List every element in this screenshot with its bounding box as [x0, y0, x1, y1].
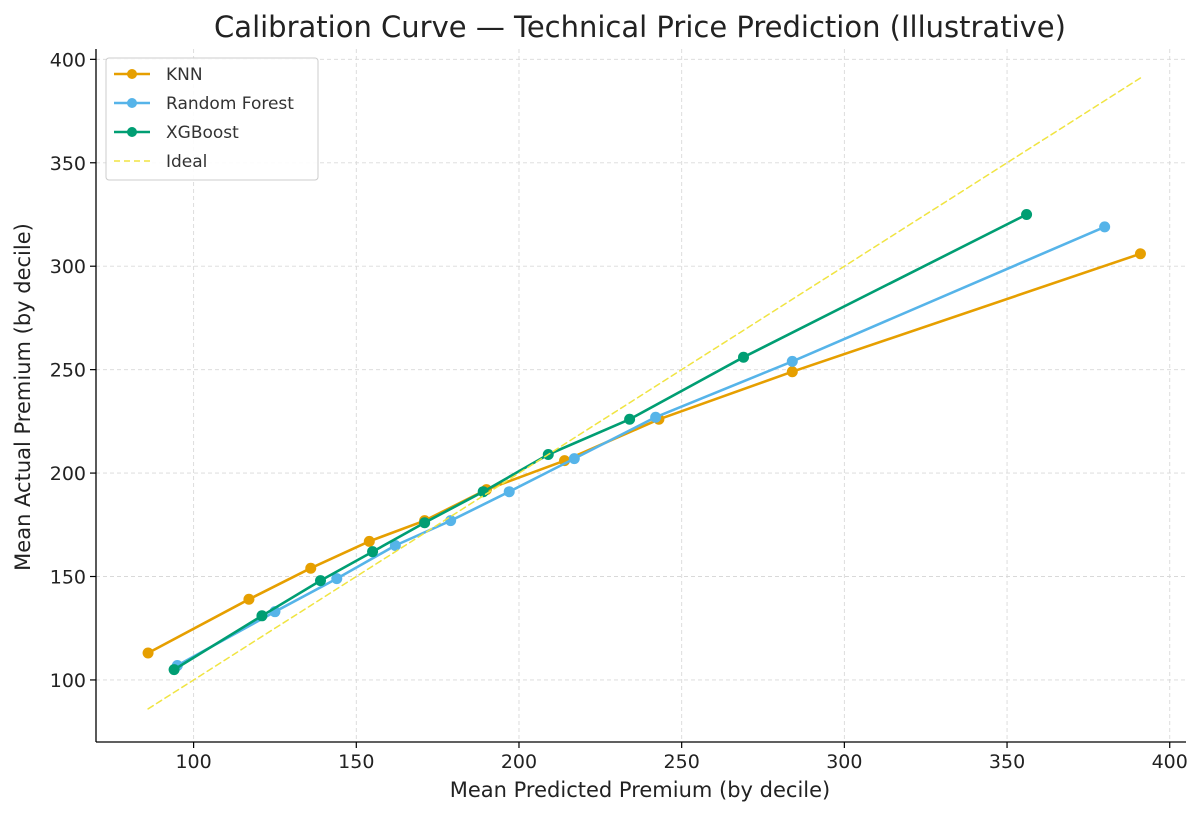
y-tick-label: 100 [50, 670, 86, 692]
x-tick-label: 100 [175, 751, 211, 773]
legend-frame [105, 57, 319, 181]
knn-point [1134, 248, 1146, 260]
knn-point [305, 562, 317, 574]
series-xgboost [168, 208, 1033, 676]
y-tick-label: 400 [50, 49, 86, 71]
legend-item-ideal: Ideal [114, 152, 207, 172]
legend-marker-knn [127, 69, 137, 79]
random-forest-point [389, 539, 401, 551]
random-forest-line [176, 225, 1106, 667]
knn-line [146, 252, 1142, 655]
y-axis-title: Mean Actual Premium (by decile) [11, 223, 35, 571]
legend-label-xgboost: XGBoost [166, 123, 239, 143]
series-random-forest [171, 221, 1111, 671]
knn-point [363, 535, 375, 547]
series-ideal [147, 77, 1142, 710]
random-forest-point [1099, 221, 1111, 233]
legend-label-random-forest: Random Forest [166, 94, 294, 114]
random-forest-point [568, 453, 580, 465]
legend: KNN Random Forest XGBoost Ideal [105, 57, 319, 181]
xgboost-line [172, 213, 1028, 671]
knn-point [243, 593, 255, 605]
legend-marker-xgboost [127, 127, 137, 137]
random-forest-point [445, 515, 457, 527]
random-forest-point [503, 486, 515, 498]
y-tick-label: 300 [50, 256, 86, 278]
legend-item-random-forest: Random Forest [114, 94, 294, 114]
y-tick-label: 250 [50, 360, 86, 382]
random-forest-point [650, 411, 662, 423]
x-axis-title: Mean Predicted Premium (by decile) [450, 778, 830, 802]
x-tick-label: 250 [664, 751, 700, 773]
x-tick-label: 300 [826, 751, 862, 773]
x-tick-label: 200 [501, 751, 537, 773]
y-tick-label: 200 [50, 463, 86, 485]
xgboost-point [419, 517, 431, 529]
xgboost-point [1021, 208, 1033, 220]
legend-marker-random-forest [127, 98, 137, 108]
chart-title: Calibration Curve — Technical Price Pred… [214, 10, 1066, 44]
y-tick-label: 150 [50, 567, 86, 589]
legend-item-xgboost: XGBoost [114, 123, 239, 143]
ideal-line [147, 77, 1142, 710]
xgboost-point [256, 610, 268, 622]
knn-point [142, 647, 154, 659]
legend-label-ideal: Ideal [166, 152, 207, 172]
legend-label-knn: KNN [166, 65, 203, 85]
random-forest-point [331, 573, 343, 585]
xgboost-point [168, 664, 180, 676]
xgboost-point [315, 575, 327, 587]
legend-item-knn: KNN [114, 65, 203, 85]
x-tick-label: 400 [1152, 751, 1188, 773]
series-layer [142, 77, 1146, 710]
knn-point [786, 366, 798, 378]
xgboost-point [737, 351, 749, 363]
grid-layer [96, 49, 1186, 742]
x-tick-label: 350 [989, 751, 1025, 773]
ticks-layer: 100 150 200 250 300 350 400 100 150 200 250 300 350 4… [50, 49, 1188, 773]
xgboost-point [477, 486, 489, 498]
xgboost-point [624, 413, 636, 425]
random-forest-point [786, 355, 798, 367]
xgboost-point [367, 546, 379, 558]
x-tick-label: 150 [338, 751, 374, 773]
axes-layer [95, 49, 1186, 743]
y-tick-label: 350 [50, 153, 86, 175]
